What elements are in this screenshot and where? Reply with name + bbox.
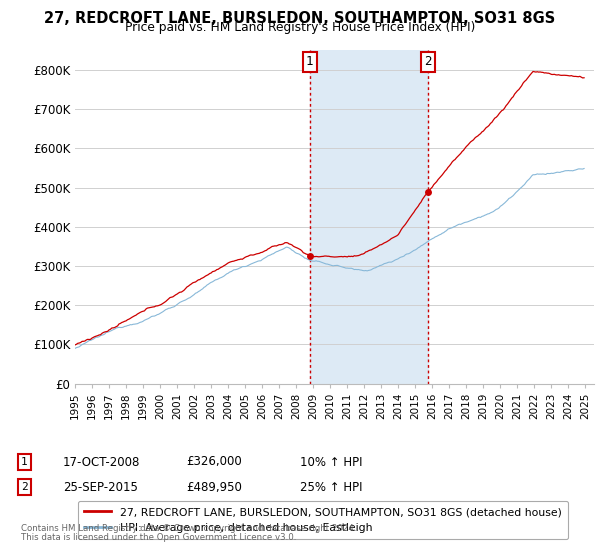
- Text: 17-OCT-2008: 17-OCT-2008: [63, 455, 140, 469]
- Text: This data is licensed under the Open Government Licence v3.0.: This data is licensed under the Open Gov…: [21, 533, 296, 542]
- Text: £489,950: £489,950: [186, 480, 242, 494]
- Text: Price paid vs. HM Land Registry's House Price Index (HPI): Price paid vs. HM Land Registry's House …: [125, 21, 475, 34]
- Legend: 27, REDCROFT LANE, BURSLEDON, SOUTHAMPTON, SO31 8GS (detached house), HPI: Avera: 27, REDCROFT LANE, BURSLEDON, SOUTHAMPTO…: [78, 501, 568, 539]
- Text: 10% ↑ HPI: 10% ↑ HPI: [300, 455, 362, 469]
- Text: £326,000: £326,000: [186, 455, 242, 469]
- Bar: [310, 50, 428, 384]
- Text: Contains HM Land Registry data © Crown copyright and database right 2024.: Contains HM Land Registry data © Crown c…: [21, 524, 356, 533]
- Text: 2: 2: [21, 482, 28, 492]
- Text: 1: 1: [21, 457, 28, 467]
- Text: 25-SEP-2015: 25-SEP-2015: [63, 480, 138, 494]
- Text: 1: 1: [306, 55, 313, 68]
- Text: 25% ↑ HPI: 25% ↑ HPI: [300, 480, 362, 494]
- Text: 27, REDCROFT LANE, BURSLEDON, SOUTHAMPTON, SO31 8GS: 27, REDCROFT LANE, BURSLEDON, SOUTHAMPTO…: [44, 11, 556, 26]
- Text: 2: 2: [424, 55, 431, 68]
